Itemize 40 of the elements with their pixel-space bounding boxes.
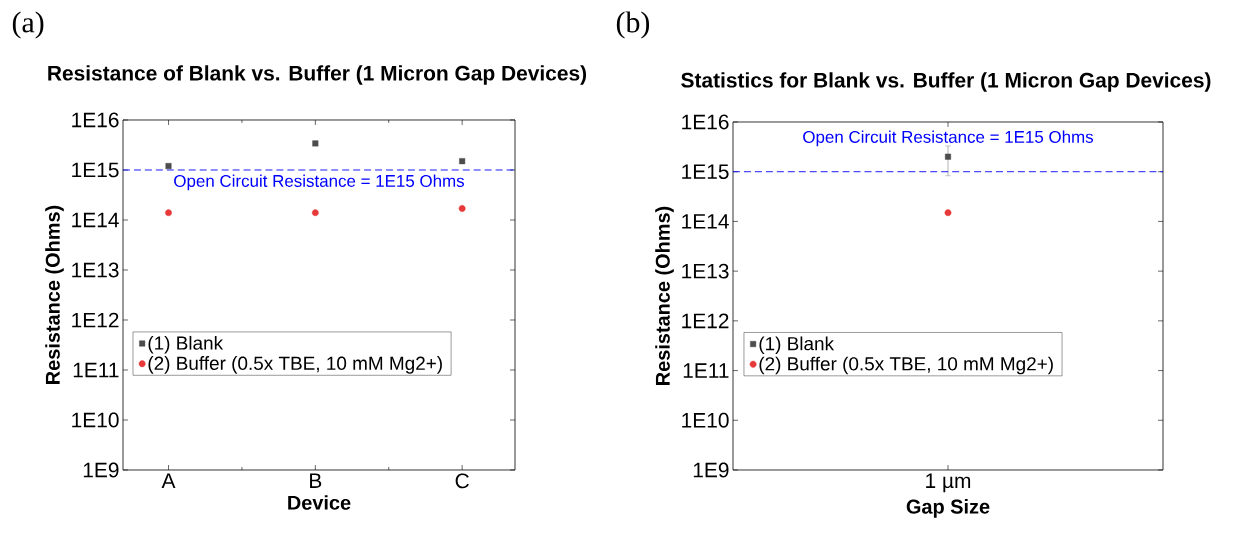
- x-tick-label: B: [310, 473, 322, 488]
- chart-title: Resistance of Blank vs. Buffer (1 Micron Gap Devices): [48, 65, 587, 85]
- x-axis-title: Device: [288, 495, 351, 510]
- y-tick-label: 1E9: [83, 462, 119, 478]
- y-tick-label: 1E15: [682, 164, 729, 179]
- y-tick-label: 1E10: [682, 412, 729, 428]
- legend-label: (2) Buffer (0.5x TBE, 10 mM Mg2+): [759, 356, 1053, 375]
- point: [458, 205, 466, 212]
- y-tick-label: 1E15: [72, 162, 119, 178]
- y-tick-label: 1E11: [73, 362, 119, 378]
- point: [165, 163, 172, 170]
- annotation: Open Circuit Resistance = 1E15 Ohms: [803, 130, 1094, 147]
- y-tick-label: 1E14: [682, 214, 729, 229]
- y-tick-label: 1E12: [682, 313, 729, 329]
- y-tick-label: 1E14: [72, 212, 119, 228]
- point: [312, 140, 319, 147]
- y-tick-label: 1E16: [682, 114, 729, 130]
- y-tick-label: 1E11: [683, 363, 729, 378]
- point: [165, 209, 172, 217]
- y-tick-label: 1E9: [693, 462, 729, 478]
- y-tick-label: 1E10: [72, 412, 119, 428]
- text: (a): [12, 11, 44, 39]
- x-tick-label: A: [161, 473, 176, 488]
- x-tick-label: C: [455, 473, 469, 489]
- y-tick-label: 1E16: [72, 112, 119, 128]
- y-tick-label: 1E13: [72, 262, 119, 278]
- legend-label: (1) Blank: [759, 336, 835, 355]
- point: [459, 158, 466, 165]
- y-axis-title: Resistance (Ohms): [45, 205, 64, 384]
- text: (b): [616, 11, 650, 39]
- annotation: Open Circuit Resistance = 1E15 Ohms: [174, 174, 465, 191]
- y-tick-label: 1E13: [682, 263, 729, 279]
- x-axis-title: Gap Size: [906, 499, 990, 518]
- chart-title: Statistics for Blank vs. Buffer (1 Micron Gap Devices): [681, 72, 1211, 92]
- y-tick-label: 1E12: [72, 312, 119, 328]
- legend-label: (2) Buffer (0.5x TBE, 10 mM Mg2+): [148, 356, 442, 374]
- point: [311, 209, 319, 217]
- y-axis-title: Resistance (Ohms): [655, 206, 674, 385]
- legend-label: (1) Blank: [148, 335, 224, 354]
- x-tick-label: 1 µm: [926, 473, 971, 493]
